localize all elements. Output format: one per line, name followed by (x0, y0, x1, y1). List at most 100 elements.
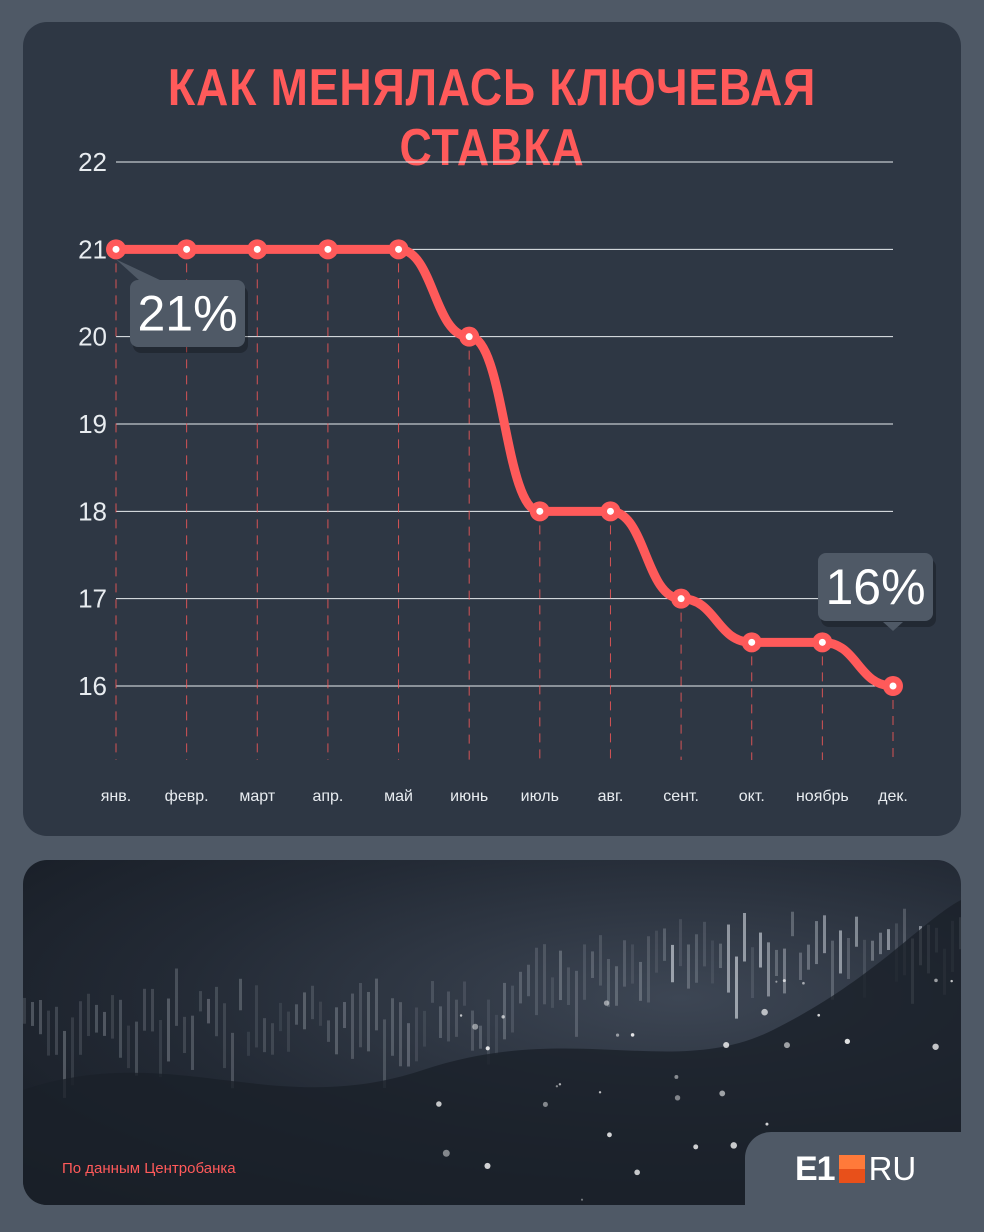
deco-candle (87, 993, 90, 1037)
deco-candle (815, 921, 818, 965)
deco-candle (711, 940, 714, 984)
deco-candle (519, 971, 522, 1004)
deco-candle (287, 1011, 290, 1052)
deco-candle (71, 1017, 74, 1086)
data-point-center (606, 507, 614, 515)
y-tick-label: 18 (78, 496, 107, 526)
deco-candle (319, 1001, 322, 1026)
deco-dot (693, 1144, 699, 1150)
deco-candle (839, 930, 842, 974)
callout-label: 21% (137, 286, 237, 342)
deco-dot (783, 1042, 790, 1049)
deco-dot (719, 1090, 726, 1097)
deco-dot (580, 1198, 584, 1201)
deco-candle (879, 932, 882, 955)
deco-candle (495, 1014, 498, 1055)
deco-candle (791, 911, 794, 937)
logo-text: E1 (795, 1149, 836, 1188)
data-point-center (677, 595, 685, 603)
deco-candle (31, 1002, 34, 1026)
deco-candle (95, 1004, 98, 1033)
deco-candle (375, 978, 378, 1031)
deco-candle (807, 944, 810, 970)
deco-dot (817, 1013, 821, 1017)
deco-candle (583, 944, 586, 1000)
deco-dot (558, 1083, 562, 1086)
deco-dot (542, 1101, 548, 1107)
deco-candle (527, 964, 530, 997)
deco-candle (239, 978, 242, 1011)
deco-dot (501, 1015, 505, 1019)
deco-candle (143, 988, 146, 1031)
deco-candle (415, 1007, 418, 1062)
deco-candle (823, 915, 826, 954)
callout-pointer (116, 259, 162, 281)
deco-dot (603, 1000, 610, 1006)
deco-candle (855, 916, 858, 947)
callout-box (818, 553, 933, 621)
deco-candle (199, 991, 202, 1012)
deco-candle (359, 982, 362, 1048)
data-point-center (818, 638, 826, 646)
deco-dot (607, 1132, 612, 1138)
data-point-center (324, 245, 332, 253)
x-tick-label: июль (521, 788, 559, 805)
deco-dot (484, 1162, 491, 1169)
deco-candle (591, 951, 594, 978)
x-tick-label: ноябрь (796, 788, 849, 805)
deco-dot (761, 1008, 768, 1016)
deco-dot (615, 1033, 620, 1037)
callout-box (130, 280, 245, 347)
callout-label: 16% (825, 559, 925, 615)
deco-candle (63, 1030, 66, 1098)
y-tick-label: 19 (78, 409, 107, 439)
y-tick-label: 16 (78, 671, 107, 701)
deco-candle (847, 938, 850, 979)
deco-dot (723, 1041, 730, 1049)
deco-dot (674, 1075, 679, 1079)
deco-candle (351, 993, 354, 1059)
deco-candle (799, 952, 802, 980)
deco-candle (447, 991, 450, 1042)
e1-logo[interactable]: E1 RU (795, 1149, 916, 1188)
deco-candle (247, 1031, 250, 1056)
data-point-center (748, 638, 756, 646)
deco-candle (183, 1016, 186, 1054)
x-tick-label: янв. (101, 788, 131, 805)
deco-candle (871, 940, 874, 961)
deco-candle (111, 995, 114, 1039)
deco-candle (215, 986, 218, 1037)
deco-candle (439, 1006, 442, 1038)
deco-candle (687, 944, 690, 989)
deco-candle (23, 997, 26, 1024)
deco-candle (303, 992, 306, 1030)
deco-candle (727, 924, 730, 993)
deco-candle (567, 967, 570, 1005)
deco-candle (343, 1002, 346, 1029)
deco-candle (503, 982, 506, 1040)
deco-dot (950, 979, 953, 983)
data-point-center (889, 682, 897, 690)
deco-candle (423, 1010, 426, 1047)
deco-candle (47, 1010, 50, 1056)
x-tick-label: авг. (598, 788, 624, 805)
x-tick-label: июнь (450, 788, 488, 805)
deco-candle (655, 930, 658, 973)
deco-candle (463, 981, 466, 1006)
deco-candle (119, 999, 122, 1058)
deco-dot (630, 1033, 635, 1037)
y-tick-label: 22 (78, 147, 107, 177)
deco-dot (775, 980, 778, 983)
source-note: По данным Центробанка (62, 1160, 236, 1177)
deco-candle (751, 947, 754, 998)
data-point-center (395, 245, 403, 253)
deco-candle (263, 1018, 266, 1053)
deco-candle (255, 985, 258, 1048)
deco-candle (599, 935, 602, 986)
deco-candle (207, 998, 210, 1024)
x-tick-label: апр. (312, 788, 343, 805)
deco-candle (279, 1002, 282, 1032)
chart-title: КАК МЕНЯЛАСЬ КЛЮЧЕВАЯ СТАВКА (167, 59, 817, 177)
deco-candle (127, 1025, 130, 1069)
data-point-center (536, 507, 544, 515)
